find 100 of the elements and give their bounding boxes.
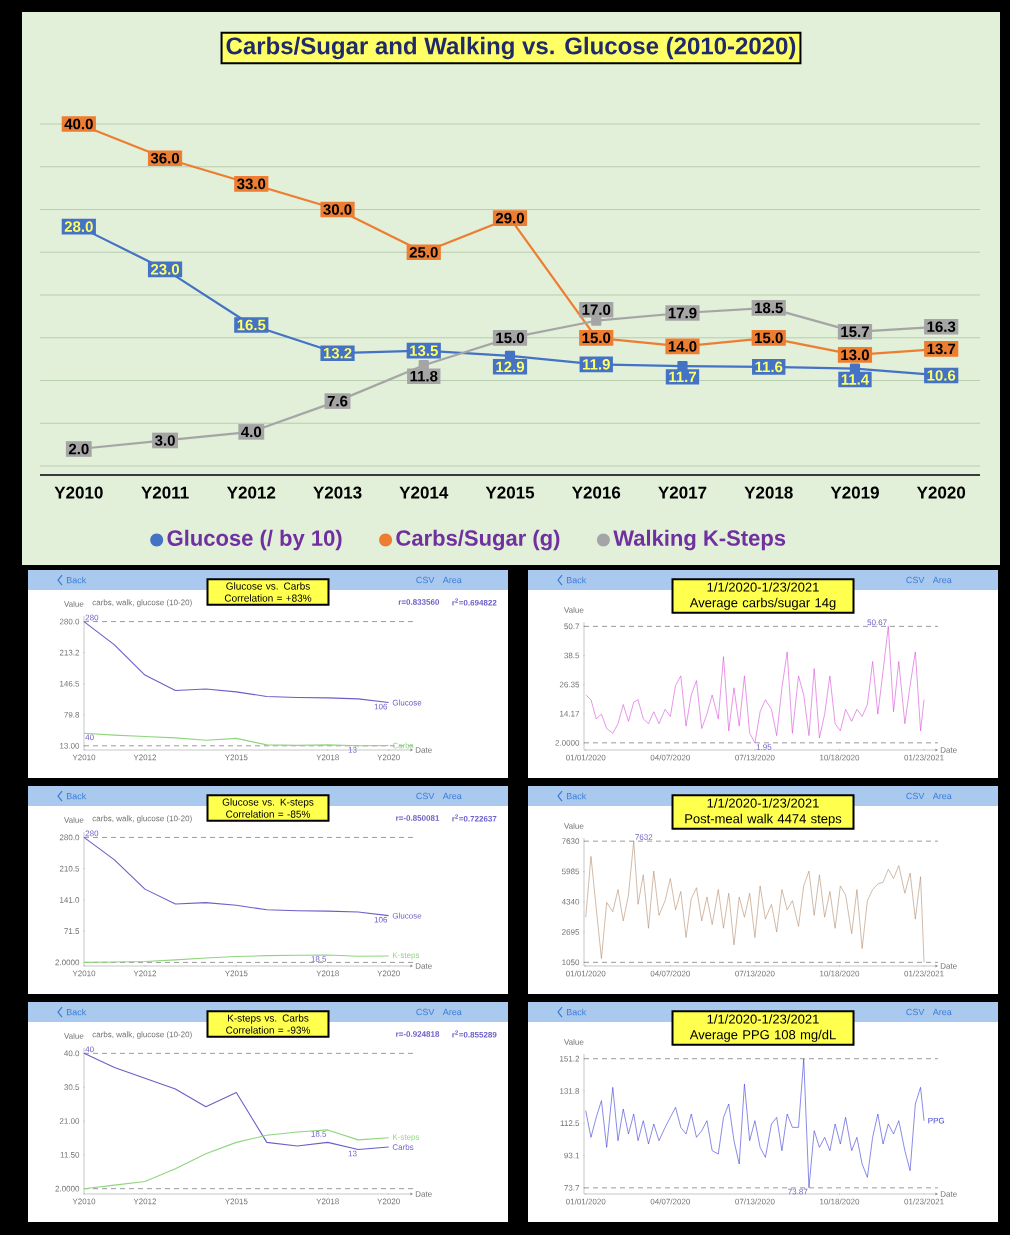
x-tick-label: Y2016 xyxy=(571,486,621,499)
x-tick-label: 04/07/2020 xyxy=(650,1198,691,1205)
y-axis-title: Value xyxy=(63,816,84,823)
y-tick-label: 112.5 xyxy=(560,1120,580,1127)
text: Back xyxy=(566,1008,587,1016)
y-tick-label: 71.5 xyxy=(64,928,80,934)
legend-label: Glucose (/ by 10) xyxy=(167,529,342,551)
text: CSV xyxy=(416,576,435,584)
text: Area xyxy=(442,1008,462,1016)
x-tick-label: 01/23/2021 xyxy=(904,1198,944,1205)
x-tick-label: 04/07/2020 xyxy=(650,754,691,761)
x-axis-title: Date xyxy=(940,747,957,753)
y-tick-label: 30.5 xyxy=(64,1084,80,1091)
chart-subtitle: carbs, walk, glucose (10-20) xyxy=(92,599,192,607)
y-tick-label: 1050 xyxy=(562,959,580,966)
line-series xyxy=(83,836,390,917)
x-tick-label: 07/13/2020 xyxy=(735,1198,775,1205)
x-tick-label: Y2017 xyxy=(658,486,707,499)
text: r=0.833560 xyxy=(398,599,440,605)
legend-label: Walking K-Steps xyxy=(613,529,786,551)
x-axis-title: Date xyxy=(415,963,432,969)
x-tick-label: Y2020 xyxy=(377,1198,400,1205)
text: r$^{2}$=0.694822 xyxy=(452,598,497,606)
x-tick-label: Y2020 xyxy=(377,754,400,761)
annotation: 40 xyxy=(85,734,94,741)
x-tick-label: Y2011 xyxy=(141,486,189,499)
chart-title: 1/1/2020-1/23/2021 Average PPG 108 mg/dL xyxy=(689,1014,836,1042)
data-label: 11.4 xyxy=(841,374,870,385)
y-tick-label: 2.0000 xyxy=(555,740,580,746)
x-axis-title: Date xyxy=(940,1191,957,1197)
y-tick-label: 7630 xyxy=(562,838,580,844)
x-tick-label: Y2010 xyxy=(72,754,96,761)
x-tick-label: Y2012 xyxy=(133,754,157,761)
series-label: Glucose xyxy=(392,699,422,706)
x-tick-label: 01/01/2020 xyxy=(566,754,606,761)
text: CSV xyxy=(906,1008,925,1016)
x-tick-label: 07/13/2020 xyxy=(735,970,775,977)
annotation: 13 xyxy=(348,747,357,753)
text: Area xyxy=(442,792,462,800)
x-tick-label: Y2019 xyxy=(830,486,879,499)
chart-title: Glucose vs. Carbs Correlation = +83% xyxy=(224,582,312,602)
annotation: 13 xyxy=(348,1150,357,1157)
text: CSV xyxy=(416,792,435,800)
series-label: Carbs xyxy=(392,1144,414,1150)
line-series xyxy=(83,1052,390,1151)
y-axis-title: Value xyxy=(563,606,584,613)
y-tick-label: 141.0 xyxy=(60,897,80,903)
y-axis-title: Value xyxy=(563,822,584,829)
y-tick-label: 73.7 xyxy=(564,1185,580,1191)
x-tick-label: Y2010 xyxy=(72,970,96,977)
x-tick-label: 10/18/2020 xyxy=(820,754,860,761)
y-tick-label: 2.0000 xyxy=(55,1185,80,1192)
y-tick-label: 280.0 xyxy=(59,618,80,625)
x-tick-label: Y2014 xyxy=(399,486,449,499)
annotation: 18.5 xyxy=(311,956,327,962)
x-tick-label: 01/23/2021 xyxy=(904,754,944,761)
chart-title: K-steps vs. Carbs Correlation = -93% xyxy=(226,1014,311,1034)
x-tick-label: Y2015 xyxy=(224,970,248,977)
x-tick-label: 01/23/2021 xyxy=(904,970,944,977)
text: Back xyxy=(566,792,587,800)
legend-label: Carbs/Sugar (g) xyxy=(396,529,560,551)
x-tick-label: Y2012 xyxy=(133,970,157,977)
x-axis-title: Date xyxy=(415,1191,432,1197)
series-label: K-steps xyxy=(392,952,420,960)
y-tick-label: 79.8 xyxy=(64,711,80,718)
y-axis-title: Value xyxy=(63,1032,84,1039)
x-tick-label: Y2018 xyxy=(316,754,339,761)
text: r=-0.924818 xyxy=(396,1031,440,1037)
y-tick-label: 38.5 xyxy=(564,652,580,659)
y-tick-label: 131.8 xyxy=(560,1088,580,1094)
y-tick-label: 40.0 xyxy=(64,1050,80,1057)
series-label: K-steps xyxy=(392,1134,420,1142)
y-tick-label: 4340 xyxy=(561,898,580,905)
annotation: 7632 xyxy=(635,834,653,840)
text: Area xyxy=(932,1008,952,1016)
series-label: Glucose xyxy=(392,912,422,919)
x-tick-label: Y2010 xyxy=(54,486,103,499)
x-tick-label: Y2020 xyxy=(377,970,400,977)
annotation: 280 xyxy=(85,830,99,837)
x-axis-title: Date xyxy=(940,963,957,969)
line-series xyxy=(585,626,925,744)
text: Back xyxy=(66,576,87,584)
text: r$^{2}$=0.722637 xyxy=(452,814,497,822)
data-label: 11.7 xyxy=(669,371,697,383)
y-tick-label: 2695 xyxy=(562,929,580,935)
x-tick-label: 10/18/2020 xyxy=(820,1198,860,1205)
line-series xyxy=(585,840,925,963)
x-tick-label: 10/18/2020 xyxy=(820,970,860,977)
y-axis-title: Value xyxy=(563,1038,584,1045)
annotation: 18.5 xyxy=(311,1131,327,1137)
chart-title: 1/1/2020-1/23/2021 Average carbs/sugar 14g xyxy=(689,582,836,610)
y-tick-label: 280.0 xyxy=(59,834,80,841)
line-series xyxy=(83,621,390,704)
x-tick-label: 04/07/2020 xyxy=(650,970,691,977)
data-label: 11.8 xyxy=(410,370,438,382)
text: Back xyxy=(566,576,587,584)
series-label: Carbs xyxy=(392,742,414,749)
y-tick-label: 146.5 xyxy=(60,680,80,687)
y-axis-title: Value xyxy=(63,600,84,607)
data-label: 17.0 xyxy=(582,304,611,316)
